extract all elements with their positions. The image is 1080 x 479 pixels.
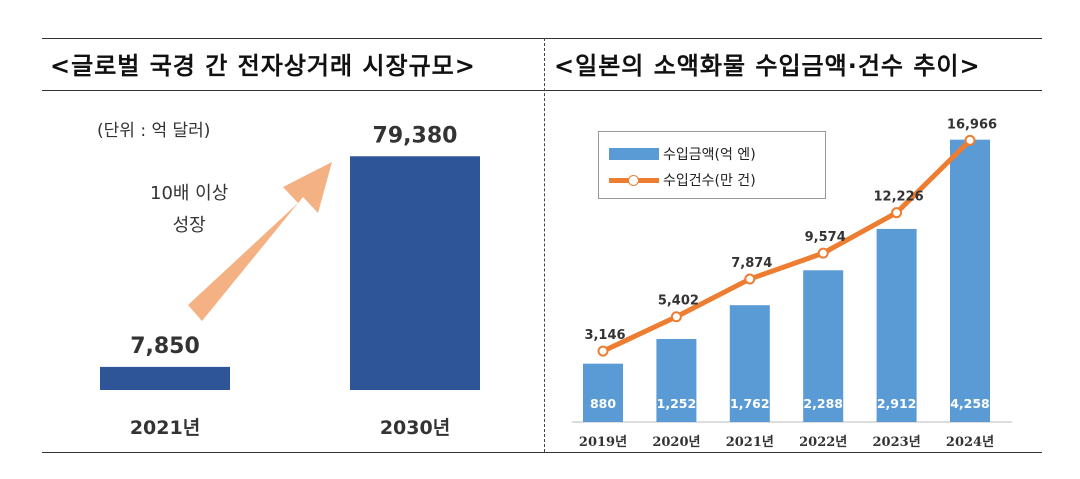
right-line-point-5 [964,134,976,146]
left-value-label-1: 79,380 [373,123,458,148]
right-bar-label-3: 2,288 [803,396,843,411]
left-value-label-0: 7,850 [130,334,200,359]
right-bar-4 [876,228,917,422]
right-line-series [601,138,972,354]
right-category-label-5: 2024년 [946,435,994,450]
top-border [42,38,1042,39]
left-bar-0 [100,366,230,390]
right-line-label-1: 5,402 [658,294,699,309]
legend-item-count: 수입건수(만 건) [609,170,756,190]
legend-label-count: 수입건수(만 건) [663,173,756,189]
bottom-border [42,452,1042,453]
right-bar-label-5: 4,258 [950,396,990,411]
right-bar-5 [950,139,990,422]
right-bar-3 [803,270,844,422]
right-bar-label-0: 880 [590,396,616,411]
legend-bar-swatch [609,148,659,160]
right-line-label-5: 16,966 [947,117,997,132]
right-line-point-4 [891,207,903,219]
right-bar-label-2: 1,762 [730,396,770,411]
right-category-label-3: 2022년 [799,435,847,450]
right-bar-0 [583,363,623,422]
right-line-point-3 [817,247,829,259]
right-panel-title: <일본의 소액화물 수입금액·건수 추이> [554,52,981,80]
right-line-label-2: 7,874 [731,256,772,271]
right-category-label-0: 2019년 [579,435,627,450]
unit-label: (단위 : 억 달러) [97,121,211,141]
right-category-label-4: 2023년 [873,435,921,450]
right-bar-2 [729,305,770,422]
right-line-label-4: 12,226 [874,190,924,205]
title-divider [42,90,1042,91]
right-line-point-1 [670,311,682,323]
right-line-label-3: 9,574 [805,230,846,245]
right-bar-label-1: 1,252 [657,396,697,411]
legend: 수입금액(억 엔) 수입건수(만 건) [598,131,826,199]
left-category-label-1: 2030년 [380,417,450,439]
growth-line-1: 10배 이상 [150,183,229,204]
right-bar-1 [656,338,697,422]
right-category-label-1: 2020년 [652,435,700,450]
left-bar-1 [350,156,480,390]
right-bar-label-4: 2,912 [877,396,917,411]
right-line-point-0 [597,345,609,357]
growth-line-2: 성장 [172,215,206,236]
growth-annotation: 10배 이상 성장 [150,178,228,242]
growth-arrow [188,162,332,321]
right-category-label-2: 2021년 [726,435,774,450]
legend-item-amount: 수입금액(억 엔) [609,144,756,164]
right-line-label-0: 3,146 [584,328,625,343]
left-category-label-0: 2021년 [130,417,200,439]
panel-divider [544,38,545,452]
right-line-point-2 [744,273,756,285]
legend-label-amount: 수입금액(억 엔) [663,147,756,163]
legend-line-swatch [609,174,659,186]
left-panel-title: <글로벌 국경 간 전자상거래 시장규모> [50,52,476,80]
